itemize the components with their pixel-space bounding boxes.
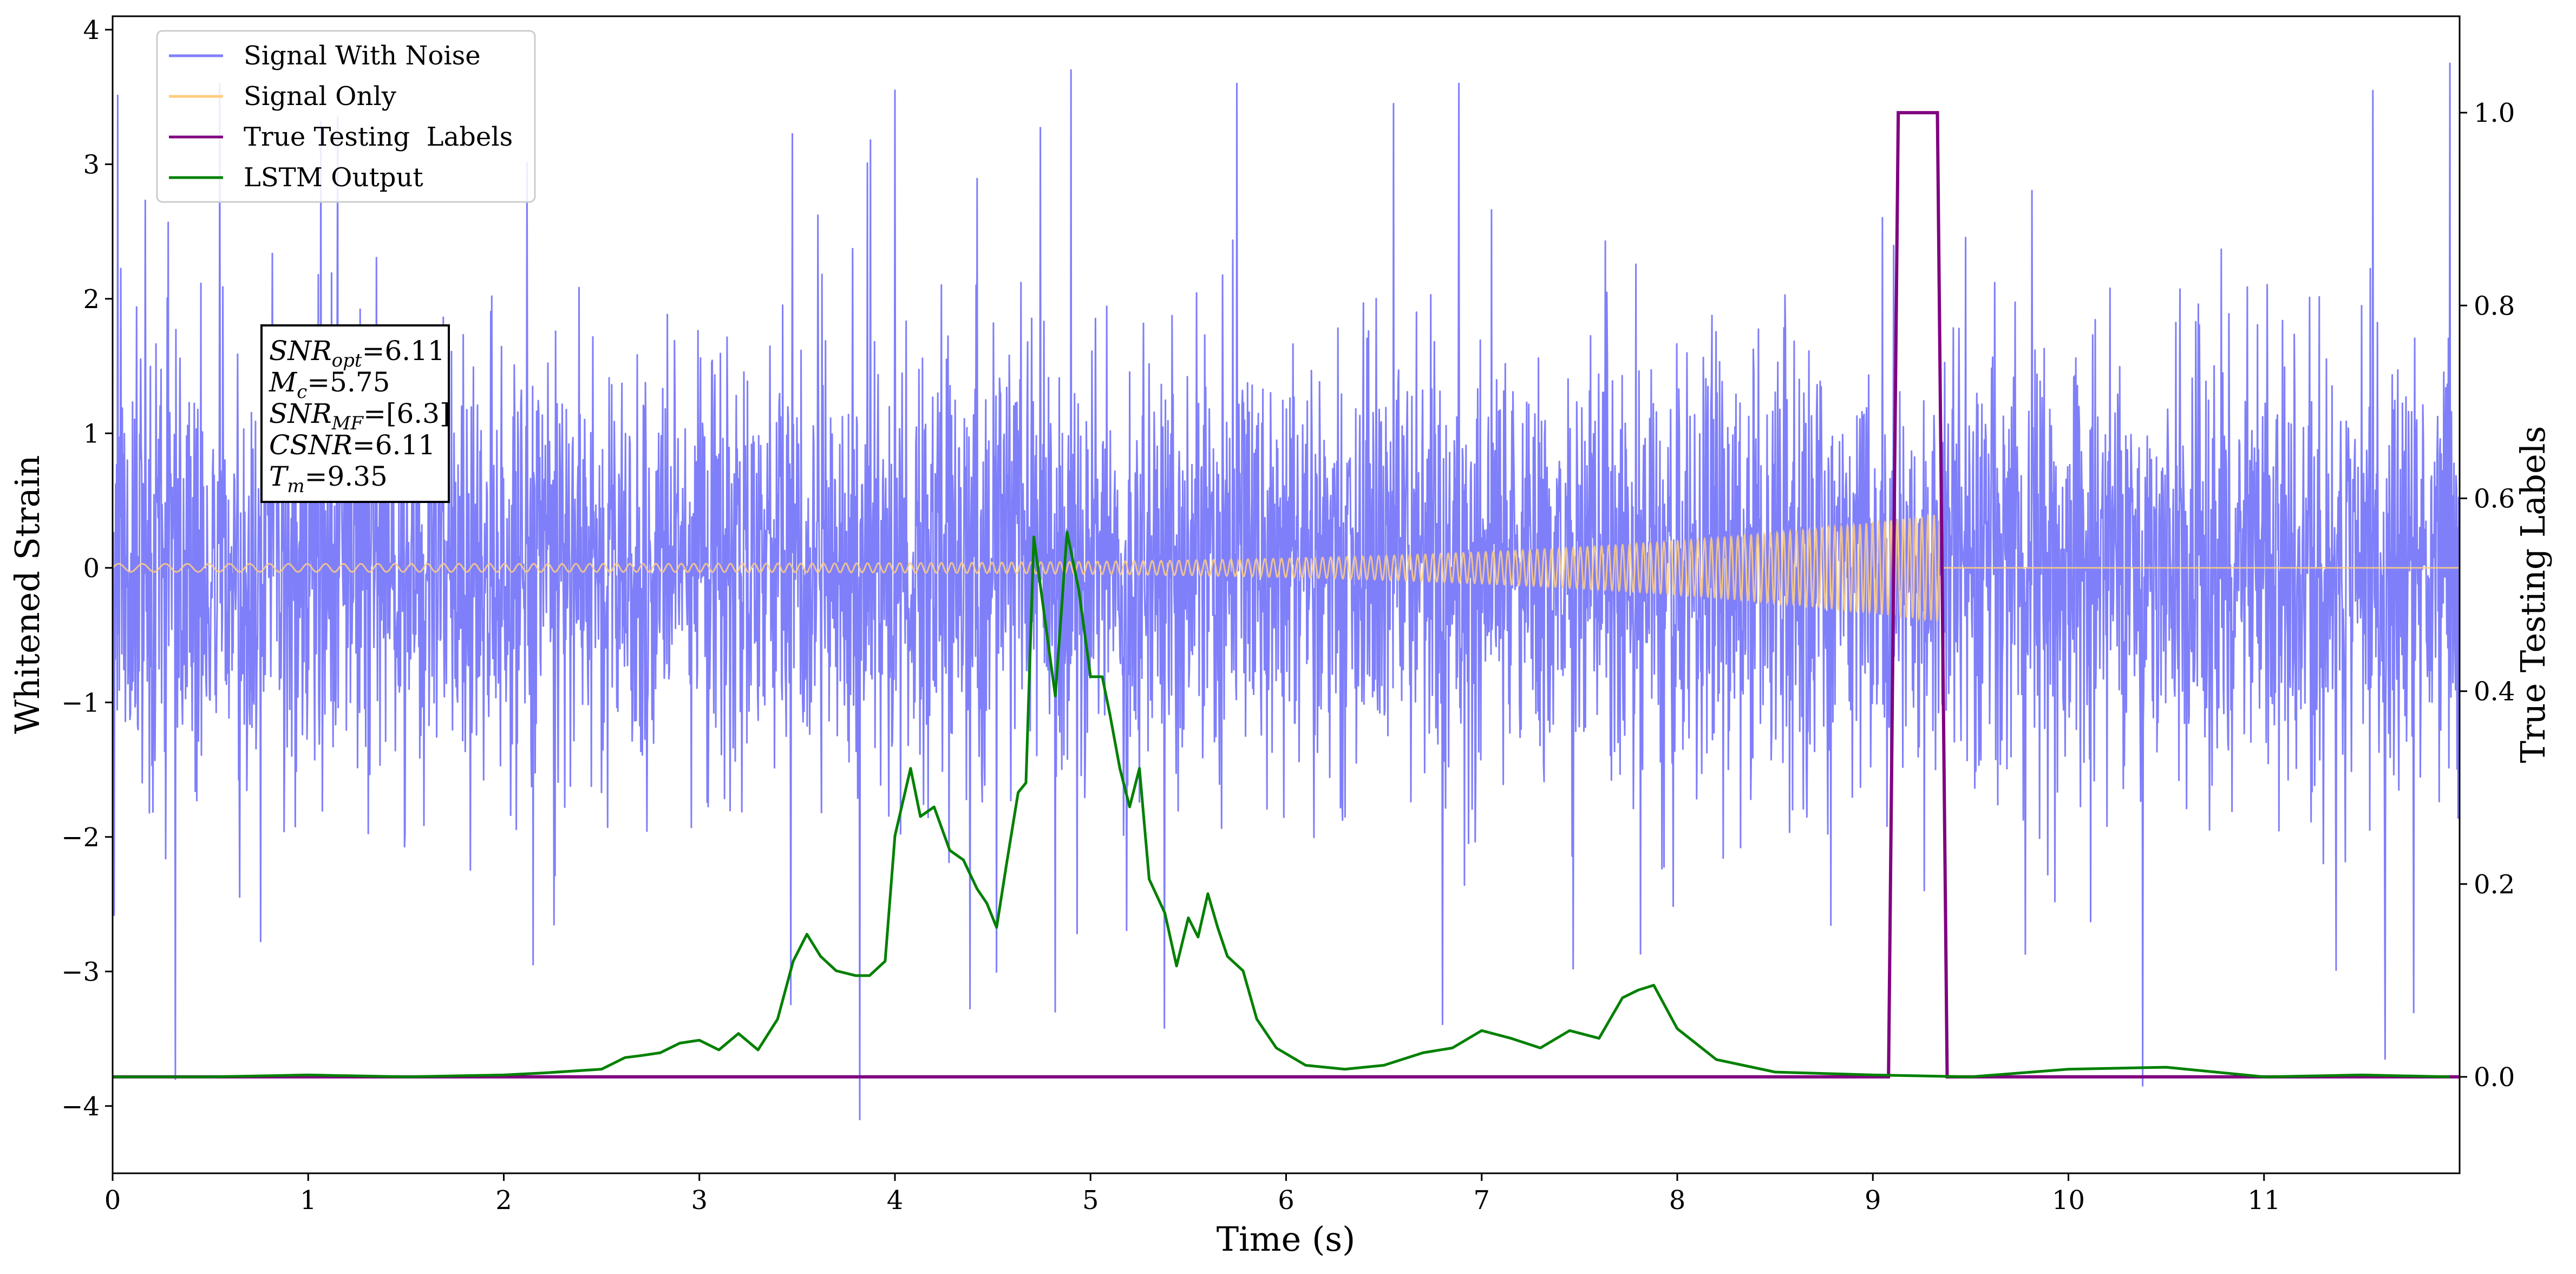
x-tick-label: 5 [1082,1185,1099,1216]
legend-label-true-testing-labels: True Testing Labels [244,122,513,152]
series-signal-only [113,513,2460,622]
y-tick-label: 1 [83,419,100,449]
legend-box [156,30,536,203]
annotation-line: CSNR=6.11 [269,429,435,461]
series-signal-with-noise [113,62,2460,1121]
x-tick-label: 2 [495,1185,512,1216]
y2-tick-label: 0.6 [2474,484,2515,514]
y-tick-label: 0 [83,553,100,584]
y-tick-label: −2 [61,822,100,853]
y-tick-label: 2 [83,284,100,315]
y-axis-ticks: −4 −3 −2 −1 0 1 2 3 4 [61,15,113,1122]
x-tick-label: 3 [691,1185,708,1216]
y2-axis-label: True Testing Labels [2513,426,2553,763]
y2-tick-label: 0.2 [2474,870,2515,900]
plot-data-layer [113,62,2460,1121]
x-tick-label: 4 [887,1185,904,1216]
y-tick-label: −1 [61,688,100,718]
annotation-frame [260,324,450,503]
y2-tick-label: 0.4 [2474,677,2515,707]
x-tick-label: 1 [300,1185,317,1216]
x-tick-label: 9 [1865,1185,1881,1216]
annotation-lines: SNRopt=6.11Mc=5.75SNRMF=[6.3]CSNR=6.11Tm… [269,335,450,497]
snr-annotation-box: SNRopt=6.11Mc=5.75SNRMF=[6.3]CSNR=6.11Tm… [260,324,450,503]
annotation-line: SNRopt=6.11 [269,335,445,371]
annotation-line: SNRMF=[6.3] [269,398,450,434]
y-axis-label: Whitened Strain [8,455,47,734]
x-tick-label: 0 [104,1185,121,1216]
y2-tick-label: 0.8 [2474,291,2515,321]
x-tick-label: 8 [1669,1185,1686,1216]
x-tick-label: 11 [2247,1185,2280,1216]
y2-tick-label: 0.0 [2474,1062,2515,1093]
x-axis-label: Time (s) [1217,1219,1356,1259]
x-tick-label: 10 [2052,1185,2085,1216]
legend-label-lstm-output: LSTM Output [244,162,423,193]
y2-axis-ticks: 0.0 0.2 0.4 0.6 0.8 1.0 [2460,98,2515,1093]
legend-label-signal-only: Signal Only [244,81,396,112]
y-tick-label: −3 [61,957,100,987]
legend-label-signal-with-noise: Signal With Noise [244,41,481,71]
y-tick-label: 4 [83,15,100,45]
x-axis-ticks: 0 1 2 3 4 5 6 7 8 9 10 11 [104,1173,2280,1216]
y2-tick-label: 1.0 [2474,98,2515,128]
legend: Signal With Noise Signal Only True Testi… [156,30,536,203]
series-true-testing-labels [113,111,2460,1079]
y-tick-label: 3 [83,149,100,180]
series-lstm-output [113,531,2450,1079]
x-tick-label: 7 [1473,1185,1490,1216]
annotation-line: Tm=9.35 [269,461,388,497]
x-tick-label: 6 [1278,1185,1294,1216]
annotation-line: Mc=5.75 [269,367,390,403]
y-tick-label: −4 [61,1092,100,1122]
